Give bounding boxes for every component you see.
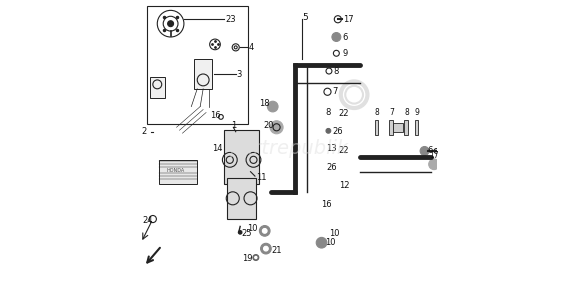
Bar	[375, 120, 378, 135]
Text: 7: 7	[390, 108, 395, 117]
Bar	[390, 120, 393, 135]
Text: 10: 10	[247, 224, 258, 233]
Text: 4: 4	[248, 43, 253, 52]
Text: 5: 5	[302, 13, 308, 22]
Text: 22: 22	[339, 110, 349, 118]
Text: 6: 6	[342, 33, 347, 41]
Text: 2: 2	[141, 127, 146, 136]
Circle shape	[264, 246, 268, 251]
Polygon shape	[159, 160, 197, 184]
Circle shape	[268, 101, 278, 112]
Text: 13: 13	[327, 144, 337, 153]
Circle shape	[260, 226, 270, 236]
Circle shape	[420, 147, 429, 155]
Text: 16: 16	[210, 111, 221, 120]
Text: 17: 17	[429, 151, 439, 160]
Text: 20: 20	[263, 121, 273, 130]
Text: 9: 9	[342, 49, 347, 58]
Circle shape	[332, 33, 341, 41]
Text: 12: 12	[339, 181, 350, 189]
Text: 18: 18	[260, 99, 270, 108]
Bar	[224, 130, 260, 184]
Text: 14: 14	[212, 144, 223, 152]
Text: 26: 26	[332, 127, 343, 136]
Circle shape	[238, 231, 242, 234]
Text: 7: 7	[332, 87, 338, 96]
Text: 1: 1	[231, 121, 236, 130]
Text: 22: 22	[339, 147, 349, 155]
Bar	[404, 120, 407, 135]
Text: 25: 25	[241, 229, 251, 238]
Text: 3: 3	[236, 70, 242, 78]
Text: 26: 26	[327, 163, 337, 172]
Circle shape	[429, 159, 439, 170]
Text: 23: 23	[225, 15, 236, 24]
Circle shape	[270, 121, 283, 134]
Bar	[392, 123, 403, 132]
Circle shape	[261, 243, 271, 254]
Bar	[147, 6, 247, 124]
Text: 8: 8	[325, 108, 331, 117]
Text: 21: 21	[272, 246, 282, 255]
Text: 19: 19	[242, 254, 253, 263]
Text: 8: 8	[405, 108, 409, 117]
Bar	[227, 178, 257, 219]
Circle shape	[253, 255, 259, 260]
Text: HONDA: HONDA	[166, 168, 184, 173]
Circle shape	[255, 256, 257, 259]
Bar	[150, 77, 165, 98]
Text: 9: 9	[415, 108, 420, 117]
Text: 11: 11	[257, 173, 267, 182]
Circle shape	[168, 21, 173, 27]
Text: partrepublik: partrepublik	[229, 139, 349, 157]
Text: 10: 10	[325, 238, 336, 247]
Text: 8: 8	[334, 67, 339, 75]
Text: 10: 10	[329, 229, 339, 238]
Circle shape	[262, 229, 267, 233]
Bar	[414, 120, 418, 135]
Text: 17: 17	[343, 15, 354, 24]
Text: 24: 24	[143, 216, 153, 225]
Text: 6: 6	[427, 147, 432, 155]
Bar	[194, 59, 212, 89]
Text: 16: 16	[321, 200, 332, 209]
Text: 8: 8	[375, 108, 380, 117]
Circle shape	[326, 128, 331, 133]
Circle shape	[316, 237, 327, 248]
